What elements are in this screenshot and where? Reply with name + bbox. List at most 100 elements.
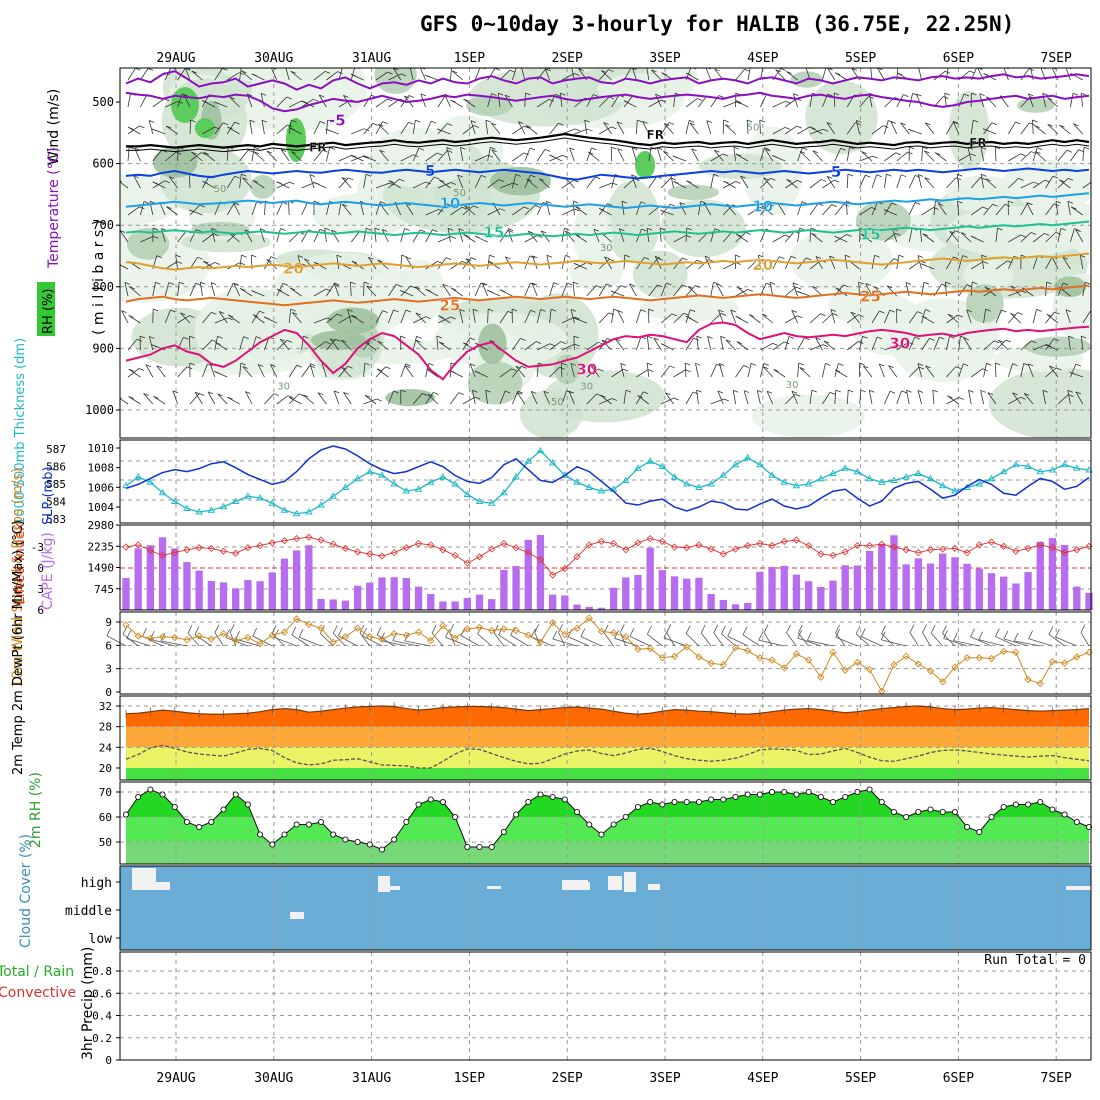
thickness-point xyxy=(597,487,606,494)
wind-barb xyxy=(133,175,141,189)
wind-barb-flag xyxy=(473,205,479,209)
wind-barb xyxy=(732,390,736,405)
wind-barb-flag xyxy=(982,206,988,210)
wind-barb xyxy=(565,231,575,243)
wind-barb-flag xyxy=(1073,123,1079,127)
wind-barb-flag xyxy=(949,335,955,339)
rh-shade-region xyxy=(889,298,998,383)
wind-barb-flag xyxy=(621,200,628,204)
wind-barb xyxy=(740,175,749,189)
thickness-point xyxy=(451,480,459,487)
wind-barb-flag xyxy=(947,313,954,317)
wind-10m-barb-flag xyxy=(629,628,635,637)
wind-barb xyxy=(646,363,650,378)
wind-barb-flag xyxy=(291,151,297,154)
rh-high-region xyxy=(171,87,199,123)
wind-barb-flag xyxy=(655,93,661,97)
wind-barb-flag xyxy=(860,233,866,237)
wind-barb-flag xyxy=(796,290,802,294)
wind-barb xyxy=(568,390,575,405)
wind-barb-flag xyxy=(992,203,998,207)
wind-barb-flag xyxy=(929,337,935,341)
li-point xyxy=(414,539,423,548)
wind-barb xyxy=(388,309,394,324)
wind-barb-flag xyxy=(719,363,725,366)
wind-barb-flag xyxy=(573,262,580,266)
wind-barb-flag xyxy=(296,364,302,368)
wind-barb-flag xyxy=(1067,200,1073,204)
wind-barb-flag xyxy=(924,150,930,154)
rh-shade-region xyxy=(605,180,661,264)
rh-2m-point xyxy=(403,818,410,826)
wind-barb-flag xyxy=(1004,203,1011,207)
wind-10m-barb xyxy=(1003,638,1029,647)
wind-barb xyxy=(1075,229,1084,243)
cape-bar xyxy=(939,553,947,610)
wind-barb-flag xyxy=(202,100,208,103)
wind-barb-flag xyxy=(608,69,614,72)
wind-barb xyxy=(451,70,464,81)
wind-10m-barb-flag xyxy=(806,632,812,641)
wind-barb xyxy=(1035,151,1046,162)
wind-barb-flag xyxy=(736,341,742,344)
wind-10m-barb xyxy=(568,636,590,647)
wind-barb-flag xyxy=(714,68,720,72)
wind-barb xyxy=(884,233,896,243)
wind-barb-flag xyxy=(535,341,542,344)
wind-barb-flag xyxy=(152,227,159,231)
wind-barb-flag xyxy=(660,343,667,347)
wind-10m-barb-flag xyxy=(713,624,719,634)
isotherm-label: -5 xyxy=(329,111,346,129)
wind-barb xyxy=(475,154,489,162)
wind-barb-flag xyxy=(987,392,993,395)
rh-2m-point xyxy=(573,808,581,816)
rh-2m-point xyxy=(1085,823,1093,831)
thickness-point xyxy=(219,502,228,510)
wind-barb xyxy=(409,68,414,81)
li-point xyxy=(744,542,752,550)
wind-barb-flag xyxy=(549,154,555,158)
thickness-point xyxy=(1060,460,1069,468)
rh-shade-region xyxy=(543,370,666,423)
wind-barb-flag xyxy=(270,256,277,260)
wind-barb xyxy=(1045,175,1054,189)
wind-barb xyxy=(908,311,918,324)
wind-barb-flag xyxy=(251,290,257,293)
wind-barb xyxy=(340,339,352,351)
wind-barb-flag xyxy=(957,314,964,318)
wind-barb xyxy=(233,283,240,297)
wind-barb xyxy=(437,236,452,243)
wind-barb xyxy=(946,336,950,351)
wind-barb-flag xyxy=(280,338,286,342)
pressure-tick-label: 600 xyxy=(92,157,114,171)
ylabel-lifted-index: Lifted Index xyxy=(12,523,28,605)
wind-speed-point xyxy=(268,631,276,639)
wind-barb-flag xyxy=(969,70,975,74)
rh-2m-point xyxy=(622,813,629,821)
wind-barb-flag xyxy=(1085,281,1091,285)
wind-barb-flag xyxy=(843,284,849,288)
wind-speed-point xyxy=(756,654,764,662)
wind-barb xyxy=(761,313,774,324)
thickness-point xyxy=(158,488,167,496)
wind-barb-flag xyxy=(646,227,653,231)
ylabel-convective: Convective xyxy=(0,985,76,1001)
wind-barb-flag xyxy=(735,181,741,184)
rh-2m-point xyxy=(1073,818,1080,826)
wind-barb xyxy=(673,284,683,297)
wind-barb-flag xyxy=(393,390,399,394)
wind-barb-flag xyxy=(689,122,695,126)
wind-barb-flag xyxy=(624,254,630,258)
wind-10m-barb-flag xyxy=(558,624,563,633)
wind-10m-barb xyxy=(580,636,602,647)
wind-barb xyxy=(663,151,674,162)
wind-barb-flag xyxy=(507,228,514,232)
wind-10m-barb-flag xyxy=(359,624,365,634)
wind-barb xyxy=(253,151,265,162)
wind-barb-flag xyxy=(530,309,536,313)
thickness-point xyxy=(1073,464,1081,471)
wind-barb-flag xyxy=(400,73,407,77)
rh-2m-point xyxy=(878,798,885,806)
wind-barb xyxy=(1027,93,1034,108)
thickness-tick-label: 587 xyxy=(46,443,66,456)
